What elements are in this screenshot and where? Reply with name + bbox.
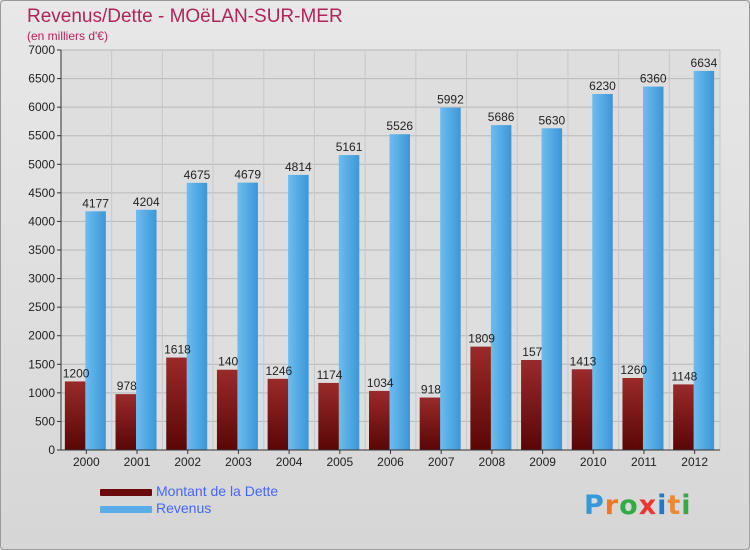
proxiti-logo: Proxiti: [584, 490, 692, 521]
y-tick-label: 2500: [28, 300, 55, 314]
y-tick-label: 6500: [28, 72, 55, 86]
x-tick-label: 2011: [631, 455, 657, 469]
logo-letter: i: [681, 490, 692, 521]
x-tick-label: 2008: [479, 455, 506, 469]
y-tick-label: 7000: [28, 43, 55, 57]
bar-debt: [216, 369, 238, 450]
bar-revenue: [592, 94, 613, 450]
x-tick-label: 2004: [276, 455, 303, 469]
chart-subtitle: (en milliers d'€): [27, 29, 108, 43]
data-label-debt: 1246: [266, 364, 293, 378]
x-tick-label: 2002: [174, 455, 201, 469]
bar-debt: [571, 369, 593, 450]
bar-debt: [673, 384, 694, 450]
y-tick-label: 1500: [28, 357, 55, 371]
bar-revenue: [440, 107, 461, 450]
data-label-debt: 1148: [671, 369, 697, 383]
bar-debt: [470, 346, 491, 450]
bar-revenue: [490, 125, 512, 450]
bar-debt: [369, 390, 390, 450]
bar-debt: [267, 378, 289, 450]
bar-debt: [166, 357, 187, 450]
data-labels: 4177 1200 4204 978 4675 1618 4679 140 4814 1246 51…: [63, 56, 718, 397]
y-tick-label: 5500: [28, 129, 55, 143]
y-tick-label: 4000: [28, 214, 55, 228]
data-label-debt: 1034: [367, 376, 394, 390]
x-tick-label: 2001: [124, 455, 151, 469]
data-label-debt: 1413: [570, 354, 597, 368]
data-label-revenue: 6360: [640, 72, 667, 86]
data-label-debt: 140: [218, 355, 238, 369]
data-label-revenue: 4204: [133, 195, 160, 209]
y-tick-label: 1000: [28, 386, 55, 400]
legend-label-debt: Montant de la Dette: [156, 483, 279, 499]
y-tick-label: 500: [35, 414, 55, 428]
bar-revenue: [389, 134, 410, 450]
x-tick-label: 2007: [428, 455, 455, 469]
y-tick-label: 2000: [28, 329, 55, 343]
data-label-revenue: 5161: [336, 140, 363, 154]
data-label-revenue: 5686: [488, 110, 515, 124]
bar-debt: [419, 397, 441, 450]
x-tick-label: 2000: [73, 455, 100, 469]
bar-debt: [64, 381, 86, 450]
x-tick-label: 2012: [681, 455, 708, 469]
legend-label-revenue: Revenus: [156, 500, 212, 516]
x-tick-label: 2006: [377, 455, 404, 469]
y-tick-label: 6000: [28, 100, 55, 114]
logo-letter: x: [638, 490, 658, 521]
logo-letter: r: [604, 490, 620, 521]
data-label-debt: 1260: [620, 363, 647, 377]
y-tick-label: 0: [48, 443, 55, 457]
data-label-revenue: 4177: [82, 196, 109, 210]
x-tick-label: 2005: [326, 455, 353, 469]
data-label-revenue: 5992: [437, 93, 464, 107]
axes: 0 500 1000 1500 2000 2500 3000 3500 4000 4500 5000…: [28, 43, 720, 469]
bars: [64, 70, 715, 451]
data-label-debt: 978: [117, 379, 137, 393]
bar-revenue: [693, 70, 715, 451]
data-label-debt: 1809: [468, 332, 495, 346]
bar-debt: [318, 382, 339, 450]
data-label-revenue: 4675: [184, 168, 211, 182]
bar-revenue: [642, 86, 664, 451]
bar-revenue: [237, 182, 258, 450]
data-label-debt: 1174: [317, 368, 343, 382]
data-label-debt: 157: [522, 345, 542, 359]
data-label-revenue: 5526: [386, 119, 413, 133]
x-tick-label: 2010: [580, 455, 607, 469]
y-tick-label: 5000: [28, 157, 55, 171]
data-label-debt: 1200: [63, 366, 90, 380]
x-tick-label: 2009: [529, 455, 556, 469]
bar-debt: [115, 394, 137, 450]
bar-revenue: [288, 174, 309, 450]
data-label-revenue: 5630: [538, 113, 565, 127]
y-tick-label: 4500: [28, 186, 55, 200]
data-label-revenue: 6230: [589, 79, 616, 93]
bar-revenue: [338, 155, 360, 451]
data-label-revenue: 4814: [285, 160, 312, 174]
legend-swatch-revenue: [100, 506, 152, 513]
bar-revenue: [136, 209, 157, 450]
data-label-debt: 1618: [164, 343, 191, 357]
data-label-revenue: 4679: [234, 168, 261, 182]
logo-letter: o: [619, 490, 639, 521]
data-label-debt: 918: [421, 383, 441, 397]
bar-revenue: [541, 128, 563, 451]
x-tick-label: 2003: [225, 455, 252, 469]
y-tick-label: 3500: [28, 243, 55, 257]
logo-letter: t: [667, 490, 682, 521]
logo-letter: P: [584, 490, 605, 521]
bar-revenue: [186, 182, 208, 450]
legend-swatch-debt: [100, 489, 152, 496]
data-label-revenue: 6634: [691, 56, 718, 70]
y-tick-label: 3000: [28, 272, 55, 286]
logo-letter: i: [657, 490, 668, 521]
chart-title: Revenus/Dette - MOëLAN-SUR-MER: [27, 6, 343, 27]
bar-debt: [622, 378, 643, 450]
bar-debt: [521, 360, 542, 450]
bar-revenue: [85, 211, 106, 450]
